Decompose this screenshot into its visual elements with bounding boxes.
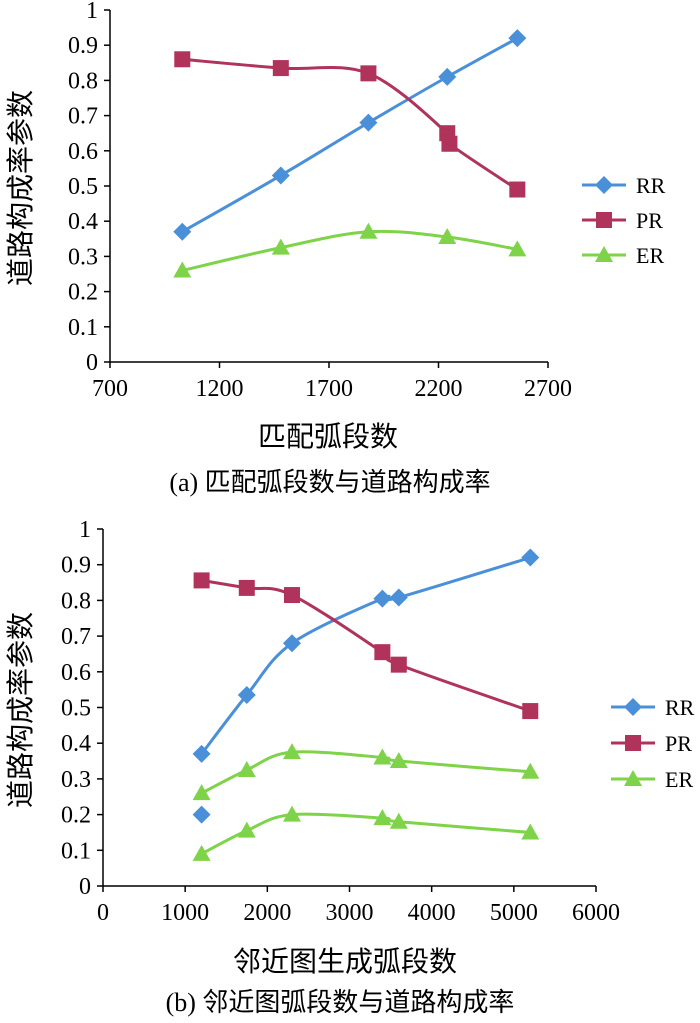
chart-a-series-rr-point	[438, 67, 457, 86]
chart-b-series-pr-point	[522, 703, 539, 720]
chart-a-series-pr-point	[441, 135, 458, 152]
chart-b-y-tick-label: 0.9	[61, 553, 91, 579]
chart-b-xlabel: 邻近图生成弧段数	[233, 946, 457, 978]
chart-b-x-tick-label: 4000	[408, 900, 456, 926]
chart-b-x-tick-label: 3000	[326, 900, 374, 926]
chart-a-legend-pr-label: PR	[636, 208, 663, 233]
chart-a-y-tick-label: 0.6	[68, 139, 98, 165]
chart-a-series-pr-point	[360, 65, 377, 82]
chart-a-series-er-point	[508, 240, 527, 257]
chart-b-series-pr-point	[374, 644, 391, 661]
chart-a-caption: (a) 匹配弧段数与道路构成率	[169, 468, 490, 497]
chart-b-x-tick-label: 0	[97, 900, 109, 926]
chart-b-series-pr-point	[283, 587, 300, 604]
chart-a-series-er-point	[359, 222, 378, 239]
chart-b-y-tick-label: 0.1	[61, 838, 91, 864]
chart-b-x-tick-label: 1000	[161, 900, 209, 926]
chart-a-x-tick-label: 1700	[305, 376, 353, 402]
chart-a-y-tick-label: 0.4	[68, 209, 98, 235]
chart-b-y-tick-label: 0	[79, 874, 91, 900]
chart-b-series-extra-4-point	[282, 805, 301, 822]
chart-b-series-rr-point	[521, 548, 540, 567]
chart-a-y-tick-label: 0.7	[68, 104, 98, 130]
chart-a-x-tick-label: 2200	[415, 376, 463, 402]
chart-a-series-pr-line	[182, 57, 519, 191]
chart-b-x-tick-label: 6000	[572, 900, 620, 926]
chart-b-y-tick-label: 0.4	[61, 731, 91, 757]
chart-a-series-rr-point	[173, 222, 192, 241]
chart-b: 道路构成率参数 邻近图生成弧段数 (b) 邻近图弧段数与道路构成率 0 0.1 0.…	[5, 517, 695, 1017]
chart-b-legend-pr-marker	[625, 735, 641, 751]
chart-a-legend-rr-label: RR	[636, 173, 666, 198]
chart-b-series-rr-point	[237, 686, 256, 705]
chart-a-y-tick-label: 0.8	[68, 68, 98, 94]
chart-a-series-er-point	[271, 238, 290, 255]
chart-b-series-extra-4-point	[237, 821, 256, 838]
chart-a-y-tick-label: 0	[86, 350, 98, 376]
chart-a-x-tick-label: 1200	[196, 376, 244, 402]
chart-b-series-extra-4-point	[373, 809, 392, 826]
chart-a-legend-pr-marker	[596, 212, 612, 228]
chart-b-y-tick-label: 0.3	[61, 767, 91, 793]
chart-a-series-pr-point	[509, 181, 526, 198]
chart-b-legend-er-label: ER	[665, 767, 693, 792]
chart-a-x-tick-label: 700	[92, 376, 128, 402]
chart-a-series-pr-point	[174, 51, 191, 68]
chart-a-legend-rr-marker	[595, 176, 613, 194]
chart-b-series-er-point	[237, 760, 256, 777]
chart-b-y-tick-label: 0.6	[61, 660, 91, 686]
chart-b-y-tick-label: 0.5	[61, 696, 91, 722]
chart-b-series-extra-4-point	[521, 823, 540, 840]
chart-b-series-pr-point	[390, 656, 407, 673]
chart-b-x-tick-label: 5000	[490, 900, 538, 926]
chart-a-y-tick-label: 0.1	[68, 315, 98, 341]
chart-a-series-rr-point	[271, 166, 290, 185]
chart-b-y-tick-label: 0.2	[61, 803, 91, 829]
chart-a-legend-er-label: ER	[636, 243, 664, 268]
chart-a-series-rr-point	[508, 29, 527, 48]
chart-a-series-er-point	[173, 261, 192, 278]
chart-b-caption: (b) 邻近图弧段数与道路构成率	[166, 988, 515, 1017]
chart-a-series-er-point	[438, 228, 457, 245]
chart-b-series-rr-point	[389, 588, 408, 607]
chart-a-y-tick-label: 1	[86, 0, 98, 24]
chart-a-ylabel: 道路构成率参数	[5, 90, 37, 286]
chart-b-series-er-point	[389, 752, 408, 769]
chart-b-series-er-point	[192, 784, 211, 801]
chart-a-series-rr-point	[359, 113, 378, 132]
chart-a: 道路构成率参数 匹配弧段数 (a) 匹配弧段数与道路构成率 0 0.1 0.2 0.3…	[5, 0, 666, 497]
chart-a-x-tick-label: 2700	[524, 376, 572, 402]
chart-a-series-er-line	[181, 229, 518, 272]
chart-b-series-rr-point	[192, 744, 211, 763]
chart-b-series-rr-point	[282, 634, 301, 653]
chart-b-legend-pr-label: PR	[665, 731, 692, 756]
chart-b-series-er-point	[521, 762, 540, 779]
chart-a-y-tick-label: 0.2	[68, 280, 98, 306]
chart-b-ylabel: 道路构成率参数	[5, 612, 37, 808]
chart-a-y-tick-label: 0.9	[68, 33, 98, 59]
chart-b-series-er-point	[373, 748, 392, 765]
chart-a-y-tick-label: 0.3	[68, 244, 98, 270]
chart-b-x-tick-label: 2000	[243, 900, 291, 926]
chart-b-series-pr-point	[193, 572, 210, 589]
chart-a-legend-er-marker	[595, 246, 613, 262]
chart-b-legend-rr-label: RR	[665, 695, 695, 720]
chart-b-series-pr-point	[238, 579, 255, 596]
chart-b-y-tick-label: 1	[79, 517, 91, 543]
chart-a-series-pr-point	[272, 60, 289, 77]
chart-b-series-extra-4-point	[192, 844, 211, 861]
chart-b-y-tick-label: 0.8	[61, 588, 91, 614]
chart-b-legend-er-marker	[624, 770, 642, 786]
chart-b-series-extra-3-point	[192, 805, 211, 824]
chart-b-y-tick-label: 0.7	[61, 624, 91, 650]
chart-b-legend-rr-marker	[624, 698, 642, 716]
chart-b-series-extra-4-point	[389, 812, 408, 829]
chart-a-xlabel: 匹配弧段数	[258, 421, 398, 453]
chart-b-series-rr-point	[373, 589, 392, 608]
chart-a-y-tick-label: 0.5	[68, 174, 98, 200]
chart-b-series-er-point	[282, 743, 301, 760]
